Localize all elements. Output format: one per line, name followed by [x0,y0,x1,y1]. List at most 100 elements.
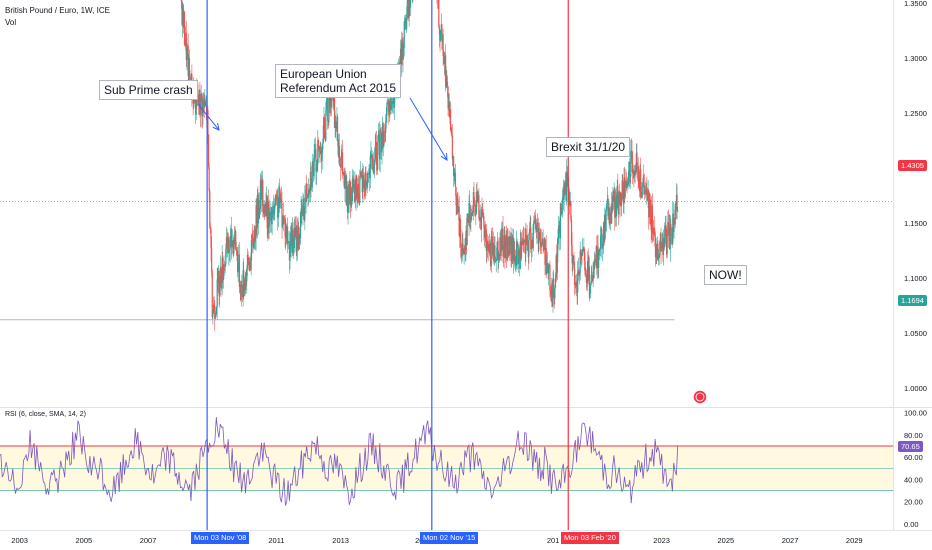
level-price-label: 1.4305 [898,160,927,171]
candle-body [469,202,471,218]
candle-body [513,249,515,261]
candle-body [520,240,523,259]
candle-body [633,170,636,177]
candle-body [298,235,300,250]
candle-body [350,194,352,206]
candle-body [620,201,622,207]
candle-body [253,246,255,249]
candle-body [344,175,347,186]
annotation-now[interactable]: NOW! [704,265,747,285]
event-marker-icon[interactable] [692,389,708,405]
candle-body [579,251,581,275]
candle-body [549,265,551,291]
candle-body [652,232,654,234]
candle-body [528,228,531,235]
candle-body [286,226,289,244]
candle-body [611,205,613,211]
candle-body [264,204,266,208]
candle-body [604,214,607,231]
candle-body [371,156,373,159]
candle-body [203,99,205,101]
candle-body [631,151,633,164]
candle-body [675,204,677,211]
candle-body [257,195,259,224]
candle-body [200,93,202,115]
price-tick-label: 1.0000 [904,384,927,393]
candle-body [365,182,368,186]
candle-body [329,95,331,108]
candle-body [306,195,308,198]
annotation-subprime[interactable]: Sub Prime crash [99,80,198,100]
candle-body [488,248,490,254]
candle-body [522,238,524,245]
candle-body [333,94,336,128]
candle-body [656,243,658,257]
candle-body [212,313,214,318]
candle-body [188,57,191,77]
candle-body [308,189,310,193]
candle-body [515,265,517,267]
candle-body [379,130,381,160]
candle-body [198,102,200,106]
candle-body [243,270,245,292]
candle-body [619,191,621,202]
candle-body [580,252,583,260]
candle-body [464,250,466,252]
candle-body [278,186,280,208]
annotation-brexit[interactable]: Brexit 31/1/20 [546,137,631,157]
candle-body [638,177,640,178]
price-tick-label: 1.1500 [904,219,927,228]
candle-body [270,207,273,225]
candle-body [630,150,633,152]
candle-body [551,283,553,307]
candle-body [283,218,286,219]
candle-body [199,108,202,115]
candle-body [270,207,272,214]
candle-body [592,271,594,282]
candle-body [381,142,383,153]
candle-body [303,198,305,216]
candle-body [662,237,665,256]
candle-body [279,195,281,209]
annotation-eu-referendum[interactable]: European Union Referendum Act 2015 [275,64,402,98]
candle-body [649,199,652,225]
candle-body [317,139,320,150]
candle-body [632,163,634,174]
candle-body [309,191,311,193]
candle-body [319,146,321,151]
candle-body [375,141,378,165]
candle-body [618,191,620,215]
volume-label: Vol [5,18,17,27]
candle-body [671,235,673,244]
candle-body [276,197,278,199]
candle-body [603,222,605,240]
candle-body [401,39,403,60]
candle-body [491,237,494,256]
candle-body [591,274,593,278]
candle-body [449,109,451,118]
candle-body [185,32,187,45]
candle-body [606,199,608,204]
candle-body [404,17,406,22]
candle-body [559,229,561,239]
candle-body [477,195,479,197]
candle-body [265,195,268,216]
candle-body [303,215,305,220]
candle-body [197,94,199,103]
candle-body [203,100,205,107]
candle-body [338,145,341,166]
candle-body [517,245,519,264]
candle-body [289,250,291,261]
candle-body [528,234,530,257]
candle-body [552,278,554,307]
candle-body [659,241,661,256]
marker-label-2020: Mon 03 Feb '20 [561,532,619,544]
candle-body [564,183,566,193]
candle-body [516,241,518,246]
marker-label-2015: Mon 02 Nov '15 [420,532,479,544]
candle-body [237,266,239,273]
candle-body [541,238,544,245]
candle-body [648,203,650,218]
candle-body [637,168,639,178]
